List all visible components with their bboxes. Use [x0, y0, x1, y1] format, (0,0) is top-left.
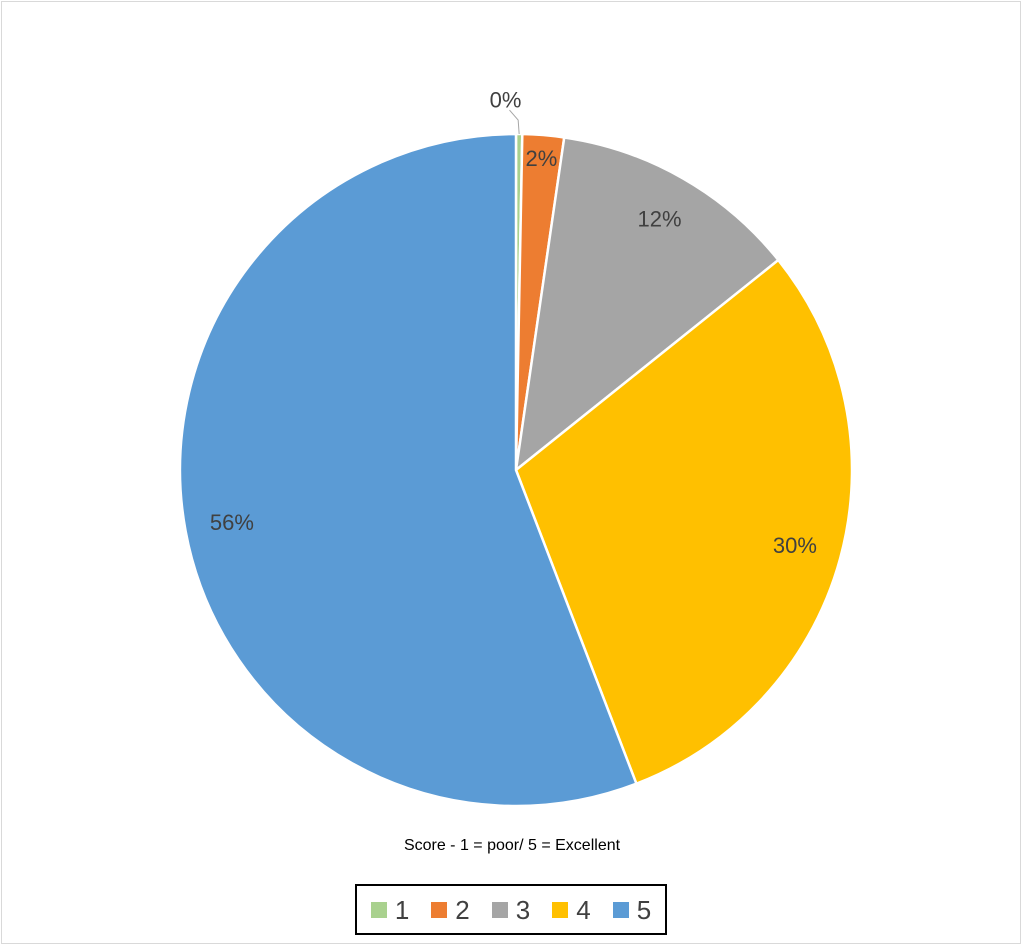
legend-swatch-1	[370, 901, 387, 918]
data-label-5: 56%	[210, 510, 254, 535]
legend-swatch-4	[552, 901, 569, 918]
pie-slice-5	[178, 132, 639, 808]
legend-item-2: 2	[431, 894, 470, 925]
legend-label-3: 3	[515, 894, 531, 925]
leader-lines	[509, 109, 520, 135]
legend-item-1: 1	[370, 894, 410, 925]
leader-line-1	[509, 109, 520, 135]
legend-swatch-2	[431, 901, 448, 918]
pie-slices	[178, 132, 854, 808]
legend-label-1: 1	[394, 894, 410, 925]
axis-caption: Score - 1 = poor/ 5 = Excellent	[403, 837, 621, 854]
data-label-3: 12%	[638, 207, 682, 232]
pie-slice-3	[514, 136, 781, 473]
data-labels: 0% 2% 12% 30% 56%	[210, 88, 817, 559]
legend-label-5: 5	[636, 894, 652, 925]
legend-swatch-5	[612, 901, 629, 918]
data-label-1: 0%	[490, 88, 522, 113]
legend-swatch-3	[491, 901, 508, 918]
data-label-4: 30%	[773, 533, 817, 558]
legend-item-5: 5	[612, 894, 652, 925]
pie-slice-4	[514, 258, 854, 786]
data-label-2: 2%	[526, 146, 558, 171]
legend-label-4: 4	[576, 894, 591, 925]
legend-item-3: 3	[491, 894, 531, 925]
legend-item-4: 4	[552, 894, 591, 925]
legend-label-2: 2	[455, 894, 470, 925]
legend: 1 2 3 4 5	[355, 884, 667, 935]
